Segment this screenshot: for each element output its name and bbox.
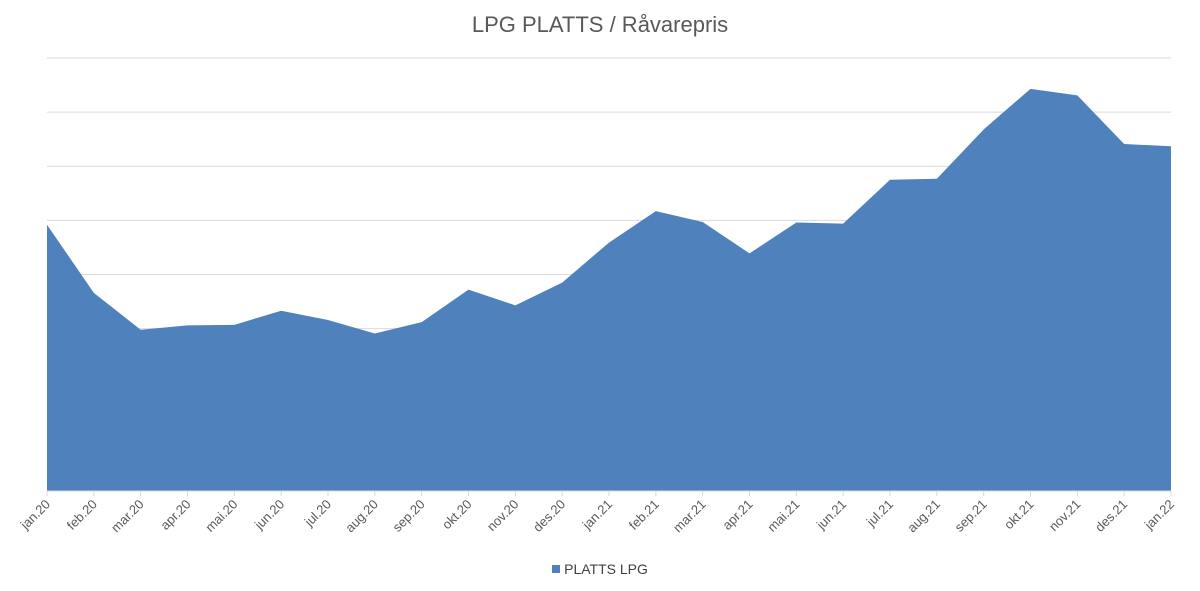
legend-swatch xyxy=(552,565,561,574)
x-tick-label: jan.20 xyxy=(17,497,53,533)
x-tick-label: jun.20 xyxy=(251,497,287,533)
x-tick-label: okt.20 xyxy=(439,497,475,533)
x-tick-label: jun.21 xyxy=(813,497,849,533)
x-tick-label: feb.21 xyxy=(626,497,662,533)
x-tick-label: jan.22 xyxy=(1141,497,1177,533)
area-series xyxy=(47,88,1171,491)
x-tick-label: apr.20 xyxy=(157,497,193,533)
x-tick-label: jul.21 xyxy=(863,497,896,530)
x-tick-label: feb.20 xyxy=(64,497,100,533)
x-tick-label: mai.21 xyxy=(764,497,802,535)
x-tick-label: des.20 xyxy=(530,497,568,535)
legend-label: PLATTS LPG xyxy=(564,561,648,577)
x-tick-label: nov.21 xyxy=(1046,497,1084,535)
x-tick-label: mar.21 xyxy=(670,497,709,536)
area-series-platts-lpg xyxy=(47,88,1171,491)
x-tick-label: nov.20 xyxy=(484,497,522,535)
x-tick-label: sep.21 xyxy=(952,497,990,535)
x-tick-label: aug.21 xyxy=(904,497,943,536)
chart-title: LPG PLATTS / Råvarepris xyxy=(471,12,729,37)
x-tick-label: mar.20 xyxy=(108,497,147,536)
x-tick-label: sep.20 xyxy=(390,497,428,535)
x-tick-label: jan.21 xyxy=(579,497,615,533)
x-tick-label: apr.21 xyxy=(719,497,755,533)
x-tick-label: okt.21 xyxy=(1001,497,1037,533)
x-tick-label: des.21 xyxy=(1092,497,1130,535)
legend: PLATTS LPG xyxy=(0,561,1200,577)
x-axis: jan.20 feb.20 mar.20 apr.20 mai.20 jun.20 jul.… xyxy=(17,490,1177,536)
x-tick-label: mai.20 xyxy=(202,497,240,535)
x-tick-label: jul.20 xyxy=(301,497,334,530)
x-tick-label: aug.20 xyxy=(342,497,381,536)
